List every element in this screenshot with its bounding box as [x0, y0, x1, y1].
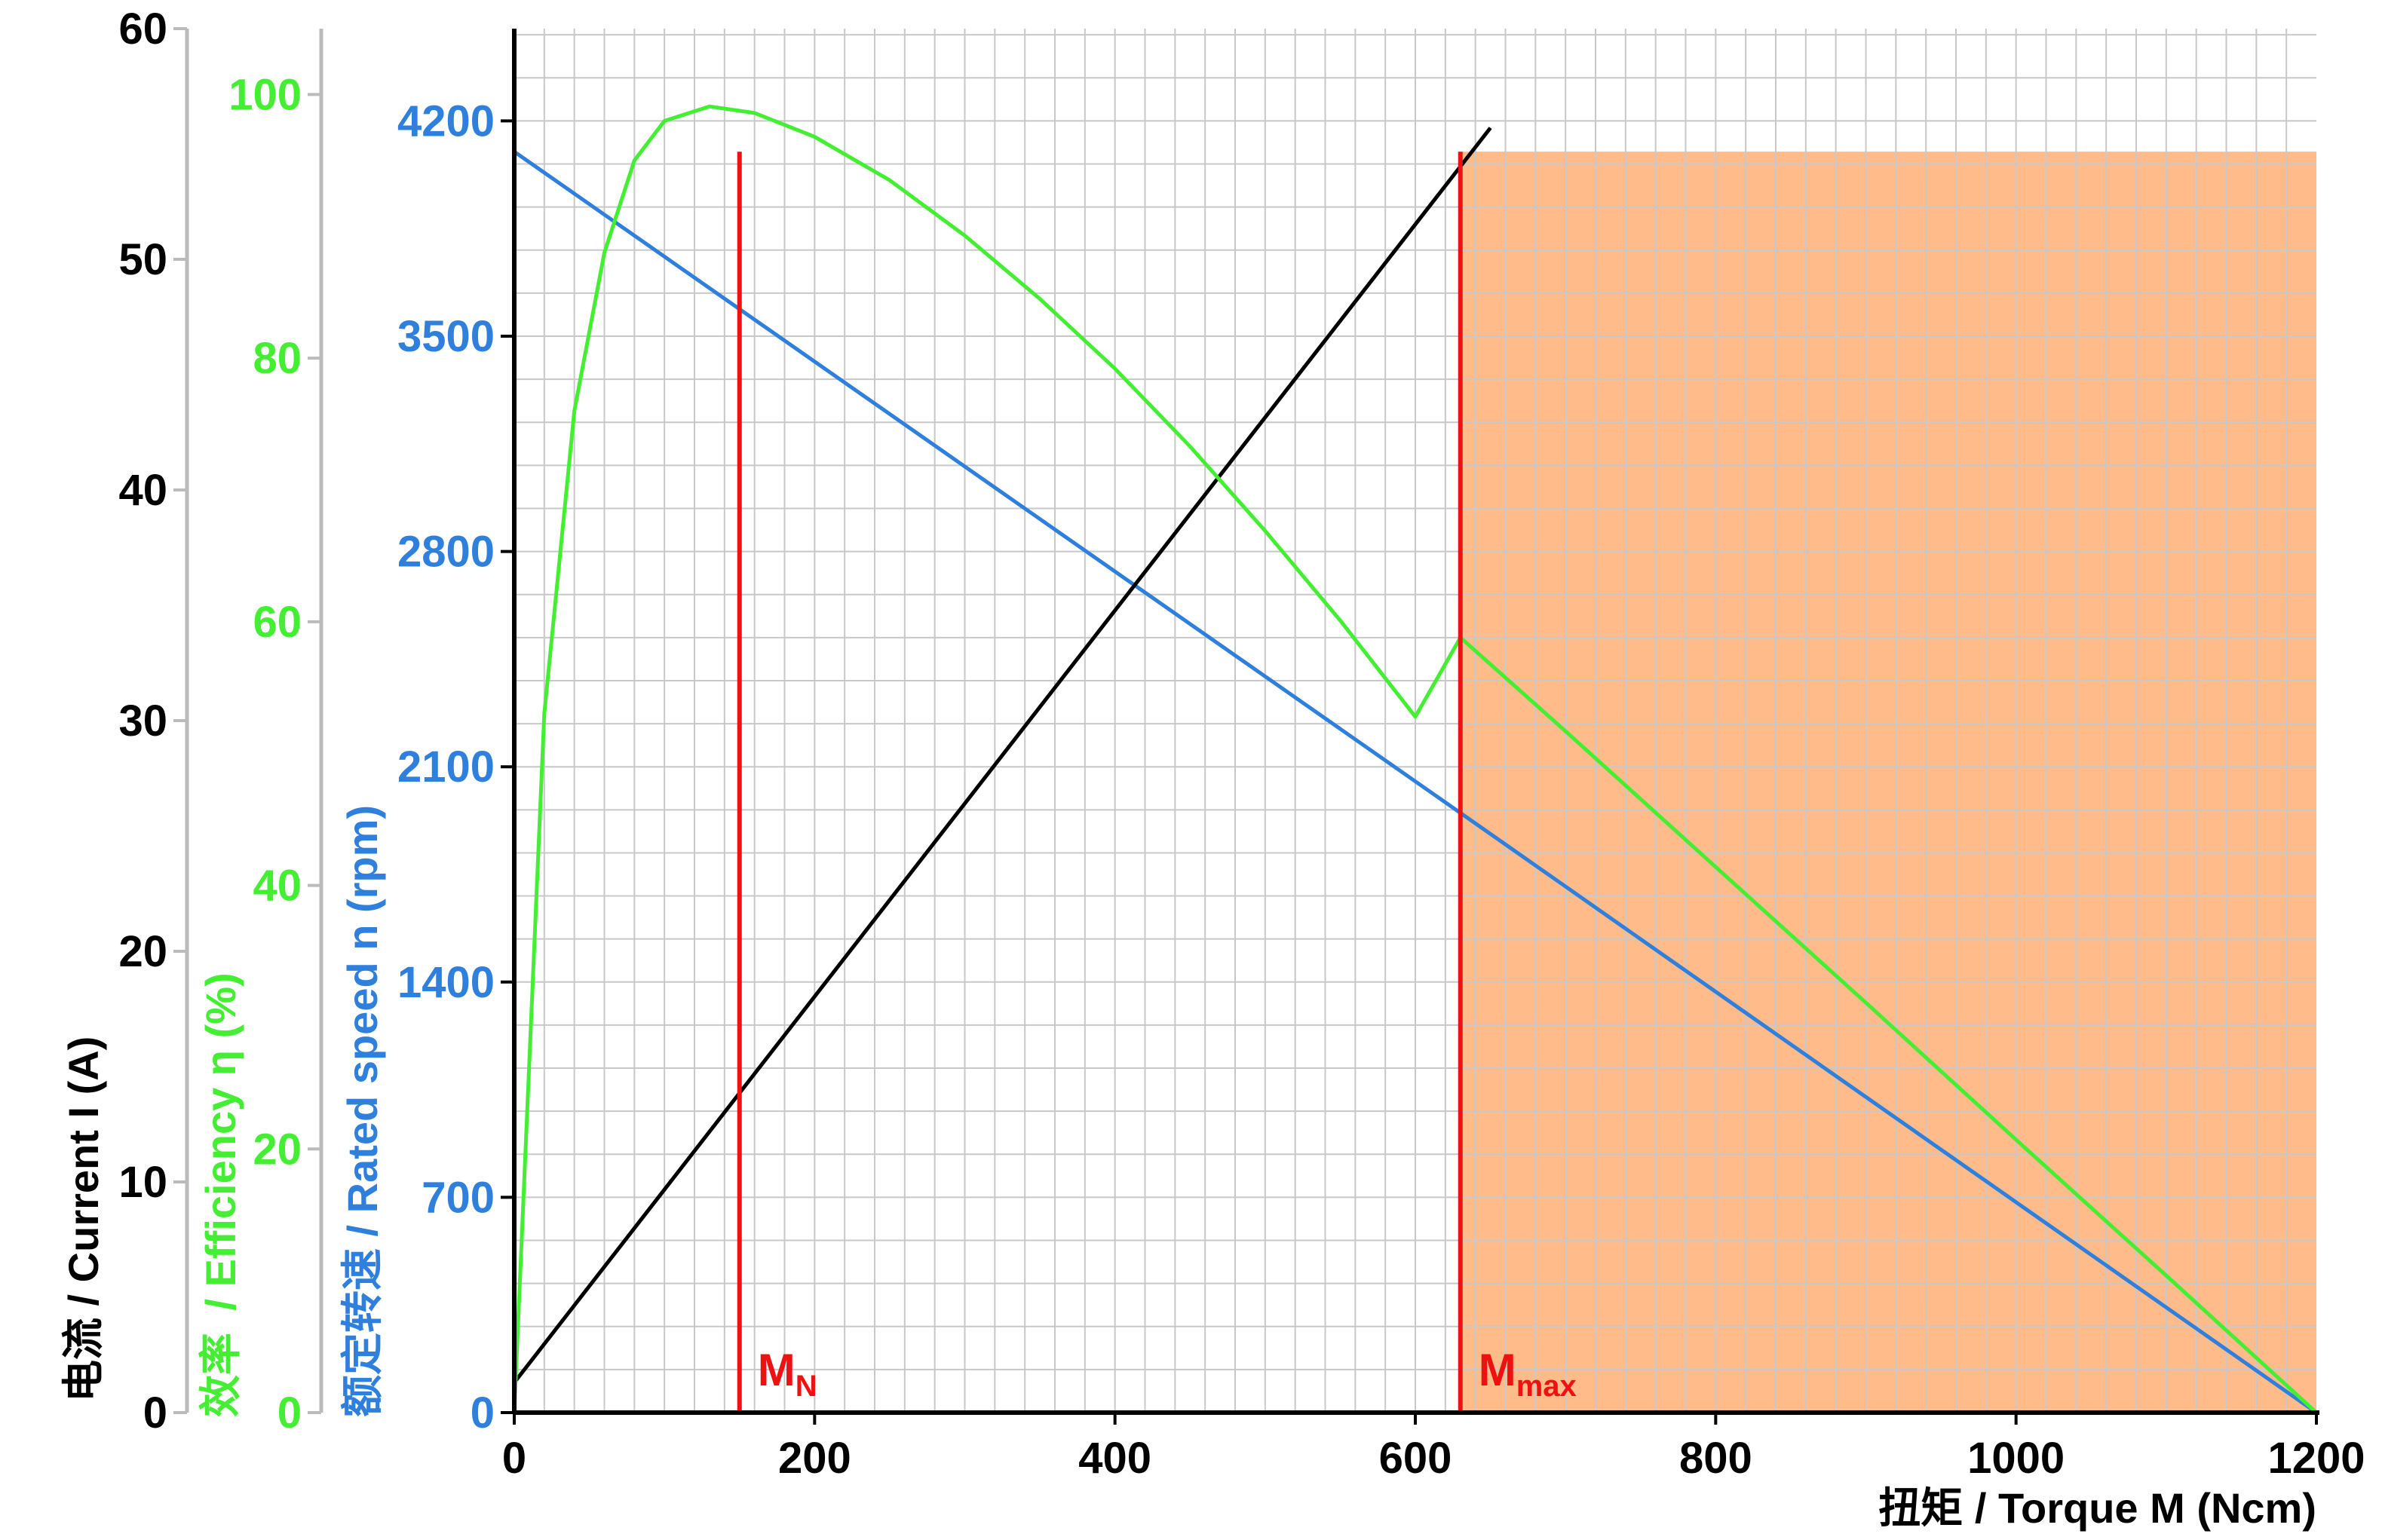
- current-tick-label: 30: [118, 697, 167, 746]
- speed-tick-label: 0: [471, 1388, 495, 1437]
- current-tick-label: 20: [118, 927, 167, 976]
- labels: 扭矩 / Torque M (Ncm) 电流 / Current I (A) 效…: [60, 805, 2316, 1532]
- speed-tick-label: 2800: [397, 528, 495, 577]
- efficiency-axis-title: 效率 / Efficiency η (%): [197, 972, 244, 1417]
- x-tick-label: 600: [1379, 1434, 1452, 1483]
- current-tick-label: 40: [118, 466, 167, 515]
- speed-tick-label: 4200: [397, 96, 495, 145]
- marker-layer: MN Mmax: [737, 152, 1577, 1413]
- overload-region-layer: [1460, 152, 2316, 1413]
- efficiency-curve: [512, 104, 2318, 1414]
- x-tick-label: 0: [502, 1434, 526, 1483]
- current-tick-label: 60: [118, 5, 167, 54]
- current-curve: [513, 127, 1492, 1384]
- current-tick-label: 0: [143, 1388, 167, 1437]
- efficiency-tick-label: 20: [253, 1125, 302, 1174]
- x-tick-label: 800: [1679, 1434, 1752, 1483]
- grid: [514, 29, 2316, 1413]
- x-tick-label: 200: [778, 1434, 851, 1483]
- axes: 0 200 400 600 800 1000 12000102030405060020406…: [118, 5, 2365, 1483]
- efficiency-axis-title-cn: 效率: [197, 1333, 244, 1417]
- marker-label-main: M: [758, 1345, 796, 1395]
- marker-label-n: MN: [758, 1345, 817, 1403]
- current-axis-title: 电流 / Current I (A): [60, 1036, 107, 1402]
- marker-label-sub: N: [796, 1370, 817, 1403]
- marker-label-sub: max: [1516, 1370, 1577, 1403]
- x-tick-label: 1000: [1967, 1434, 2065, 1483]
- efficiency-tick-label: 0: [277, 1388, 302, 1437]
- speed-tick-label: 2100: [397, 742, 495, 791]
- efficiency-tick-label: 40: [253, 862, 302, 911]
- x-tick-label: 400: [1078, 1434, 1151, 1483]
- overload-region: [1460, 152, 2316, 1413]
- efficiency-tick-label: 60: [253, 598, 302, 647]
- speed-axis-title: 额定转速 / Rated speed n (rpm): [339, 805, 386, 1417]
- marker-label-main: M: [1479, 1345, 1516, 1395]
- marker-label-max: Mmax: [1479, 1345, 1577, 1403]
- x-tick-label: 1200: [2267, 1434, 2365, 1483]
- current-tick-label: 50: [118, 235, 167, 284]
- speed-tick-label: 700: [422, 1173, 495, 1222]
- x-axis-title: 扭矩 / Torque M (Ncm): [1878, 1484, 2316, 1532]
- speed-tick-label: 1400: [397, 958, 495, 1007]
- current-tick-label: 10: [118, 1158, 167, 1207]
- speed-tick-label: 3500: [397, 312, 495, 361]
- efficiency-axis-title-en: / Efficiency η (%): [197, 972, 244, 1310]
- efficiency-tick-label: 100: [228, 70, 302, 119]
- efficiency-tick-label: 80: [253, 334, 302, 383]
